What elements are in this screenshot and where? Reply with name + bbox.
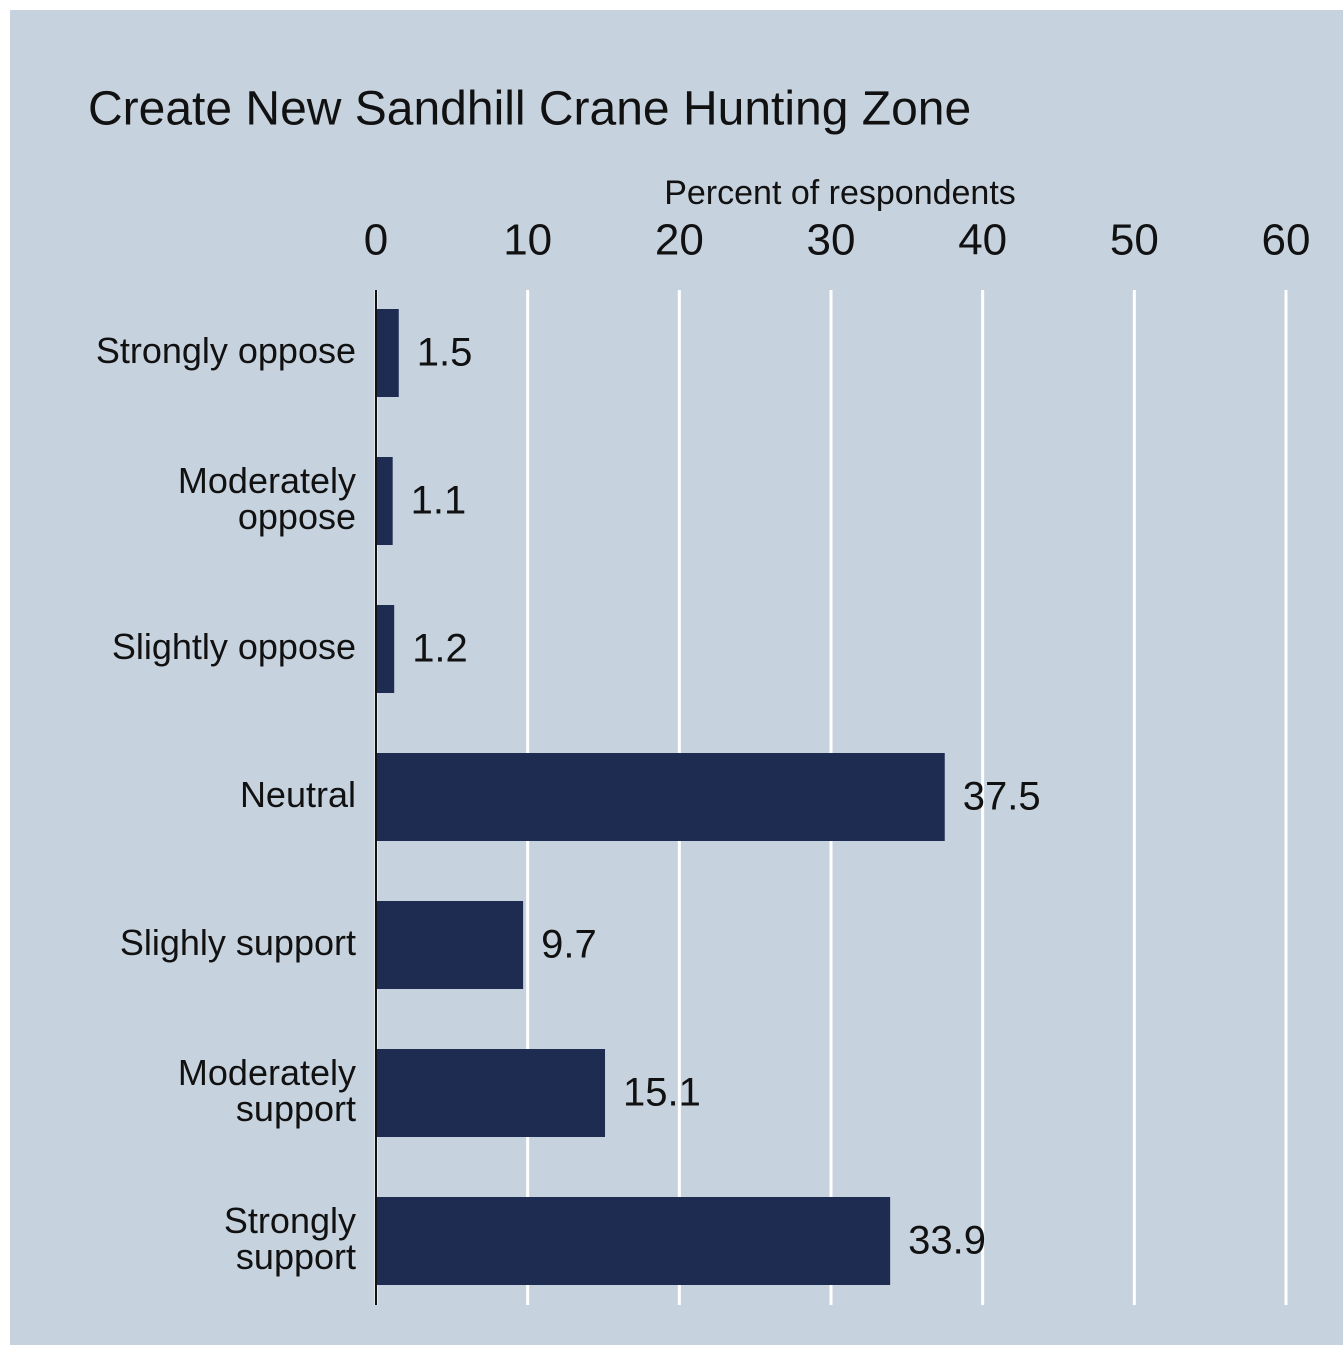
bar — [376, 605, 395, 693]
x-tick-label: 60 — [1262, 216, 1311, 265]
x-tick-label: 0 — [364, 216, 388, 265]
y-tick-label-line: Slighly support — [120, 922, 356, 963]
x-axis-label: Percent of respondents — [664, 174, 1016, 212]
y-tick-label-line: Neutral — [240, 774, 356, 815]
y-tick-label: Strongly support — [224, 1200, 356, 1277]
bar — [376, 1049, 606, 1137]
y-tick-label-line: oppose — [238, 496, 356, 537]
value-label: 37.5 — [963, 775, 1041, 819]
x-tick-label: 20 — [655, 216, 704, 265]
y-tick-label-line: Strongly — [224, 1200, 356, 1241]
y-tick-label-line: support — [236, 1088, 356, 1129]
y-tick-label: Slighly support — [120, 922, 356, 963]
y-tick-label: Strongly oppose — [96, 330, 356, 371]
value-label: 1.1 — [411, 479, 467, 523]
bar — [376, 1197, 891, 1285]
value-label: 33.9 — [908, 1219, 986, 1263]
value-label: 1.5 — [417, 331, 473, 375]
x-tick-label: 40 — [958, 216, 1007, 265]
panel-background — [10, 10, 1343, 1345]
bar — [376, 457, 393, 545]
y-tick-label-line: Moderately — [178, 1052, 356, 1093]
value-label: 1.2 — [412, 627, 468, 671]
bar — [376, 309, 399, 397]
y-tick-label: Moderately oppose — [178, 460, 356, 537]
x-tick-label: 50 — [1110, 216, 1159, 265]
y-tick-label: Slightly oppose — [112, 626, 356, 667]
y-tick-label-line: Strongly oppose — [96, 330, 356, 371]
chart-title: Create New Sandhill Crane Hunting Zone — [88, 83, 971, 136]
y-tick-label: Neutral — [240, 774, 356, 815]
value-label: 15.1 — [623, 1071, 701, 1115]
y-tick-label: Moderately support — [178, 1052, 356, 1129]
bar — [376, 901, 524, 989]
x-tick-label: 10 — [503, 216, 552, 265]
x-tick-label: 30 — [807, 216, 856, 265]
y-tick-label-line: Slightly oppose — [112, 626, 356, 667]
bar — [376, 753, 945, 841]
y-tick-label-line: support — [236, 1236, 356, 1277]
y-tick-label-line: Moderately — [178, 460, 356, 501]
value-label: 9.7 — [541, 923, 597, 967]
